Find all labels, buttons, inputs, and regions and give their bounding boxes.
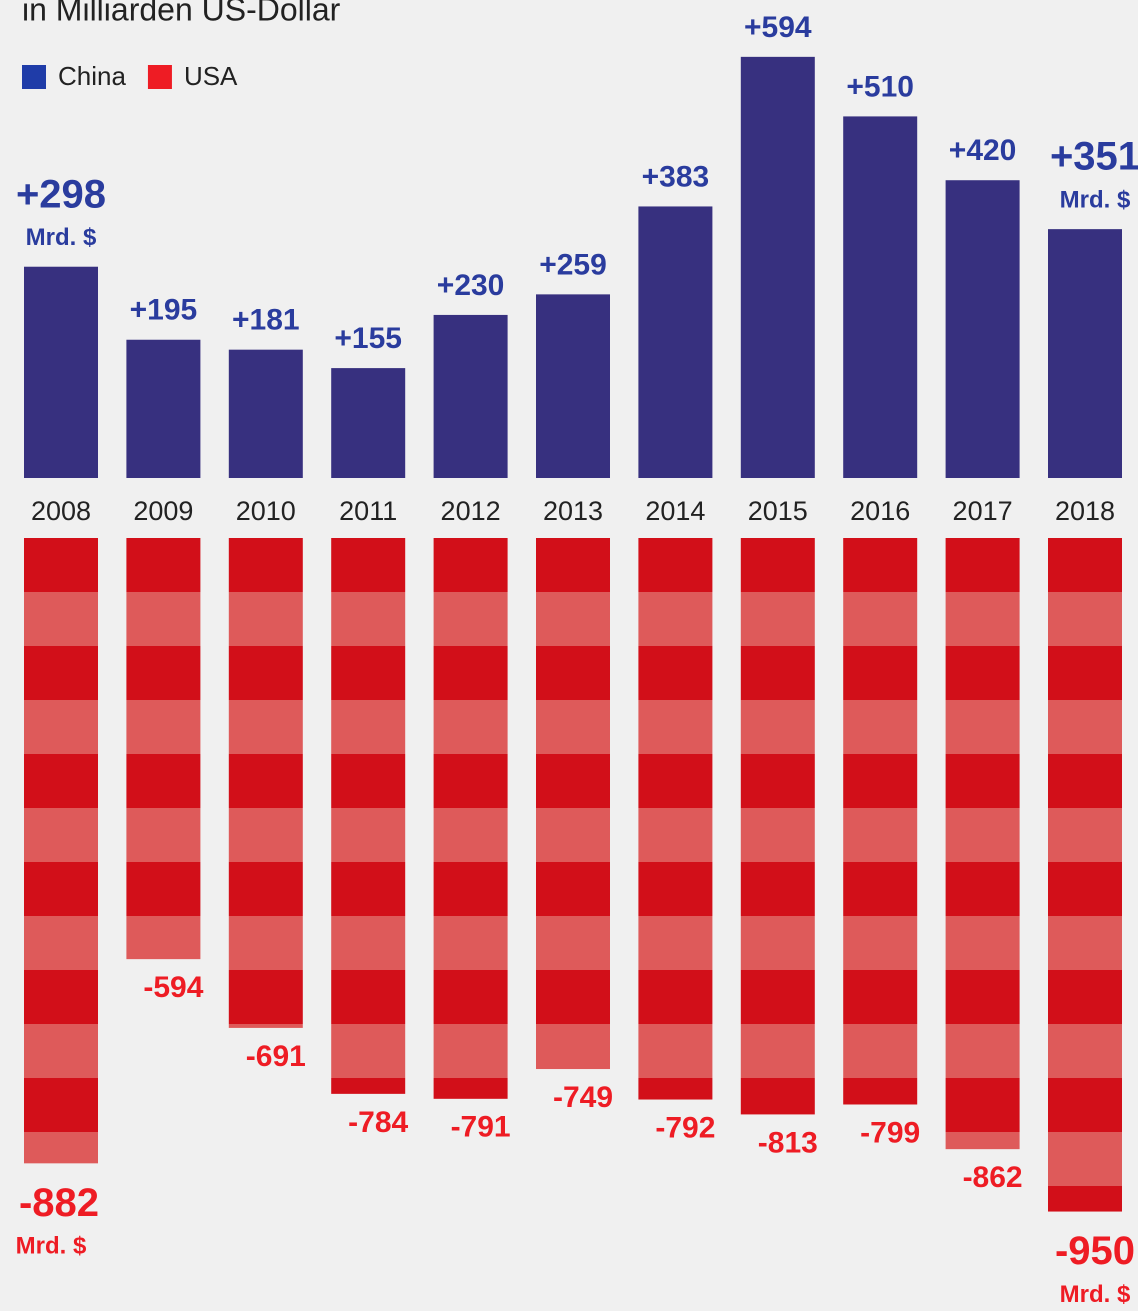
x-tick-label: 2017 — [953, 496, 1013, 526]
value-label: -813 — [758, 1126, 818, 1159]
bar — [126, 538, 201, 960]
bar — [843, 116, 918, 478]
bar — [945, 180, 1020, 478]
bar — [638, 538, 713, 1100]
bar — [536, 538, 610, 1070]
x-tick-label: 2010 — [236, 496, 296, 526]
value-label: +420 — [949, 134, 1017, 167]
x-tick-label: 2014 — [645, 496, 705, 526]
legend-swatch — [22, 65, 46, 89]
value-label: -791 — [451, 1111, 511, 1144]
legend-swatch — [147, 65, 172, 89]
value-label: -691 — [246, 1040, 306, 1073]
value-label: +259 — [539, 248, 607, 281]
bar — [740, 538, 815, 1115]
chart-subtitle: in Milliarden US-Dollar — [22, 0, 341, 27]
value-label: -784 — [348, 1106, 408, 1139]
x-tick-label: 2011 — [339, 496, 397, 526]
bar — [228, 349, 303, 478]
bar — [331, 368, 406, 478]
value-label: +510 — [846, 70, 914, 103]
value-label: +351 — [1050, 135, 1138, 179]
value-label: -749 — [553, 1081, 613, 1114]
value-label: +230 — [437, 269, 505, 302]
value-label: +383 — [642, 160, 710, 193]
x-tick-label: 2009 — [133, 496, 193, 526]
legend-label: China — [58, 61, 126, 91]
annotation: Mrd. $ — [16, 1233, 87, 1260]
annotation: Mrd. $ — [1060, 1281, 1131, 1308]
x-tick-label: 2018 — [1055, 496, 1115, 526]
x-tick-label: 2012 — [441, 496, 501, 526]
x-tick-label: 2008 — [31, 496, 91, 526]
value-label: -594 — [143, 971, 203, 1004]
bar — [536, 294, 610, 478]
bar — [331, 538, 406, 1094]
value-label: -792 — [655, 1111, 715, 1144]
value-label: -950 — [1055, 1229, 1135, 1273]
bar — [843, 538, 918, 1105]
bar — [638, 206, 713, 478]
bar — [740, 56, 815, 478]
value-label: +195 — [130, 294, 198, 327]
value-label: +155 — [334, 322, 402, 355]
bar — [24, 538, 98, 1164]
value-label: +594 — [744, 11, 812, 44]
bar — [228, 538, 303, 1028]
x-tick-label: 2015 — [748, 496, 808, 526]
annotation: Mrd. $ — [1060, 186, 1131, 213]
bar — [945, 538, 1020, 1150]
x-tick-label: 2016 — [850, 496, 910, 526]
value-label: -882 — [19, 1181, 99, 1225]
bar — [1048, 229, 1122, 478]
value-label: +298 — [16, 172, 106, 216]
bar — [433, 314, 508, 478]
bar — [126, 339, 201, 478]
bar — [433, 538, 508, 1099]
value-label: -862 — [963, 1161, 1023, 1194]
bar — [1048, 538, 1122, 1212]
bar — [24, 266, 98, 478]
x-tick-label: 2013 — [543, 496, 603, 526]
value-label: +181 — [232, 304, 300, 337]
legend-label: USA — [184, 61, 238, 91]
annotation: Mrd. $ — [26, 224, 97, 251]
value-label: -799 — [860, 1116, 920, 1149]
